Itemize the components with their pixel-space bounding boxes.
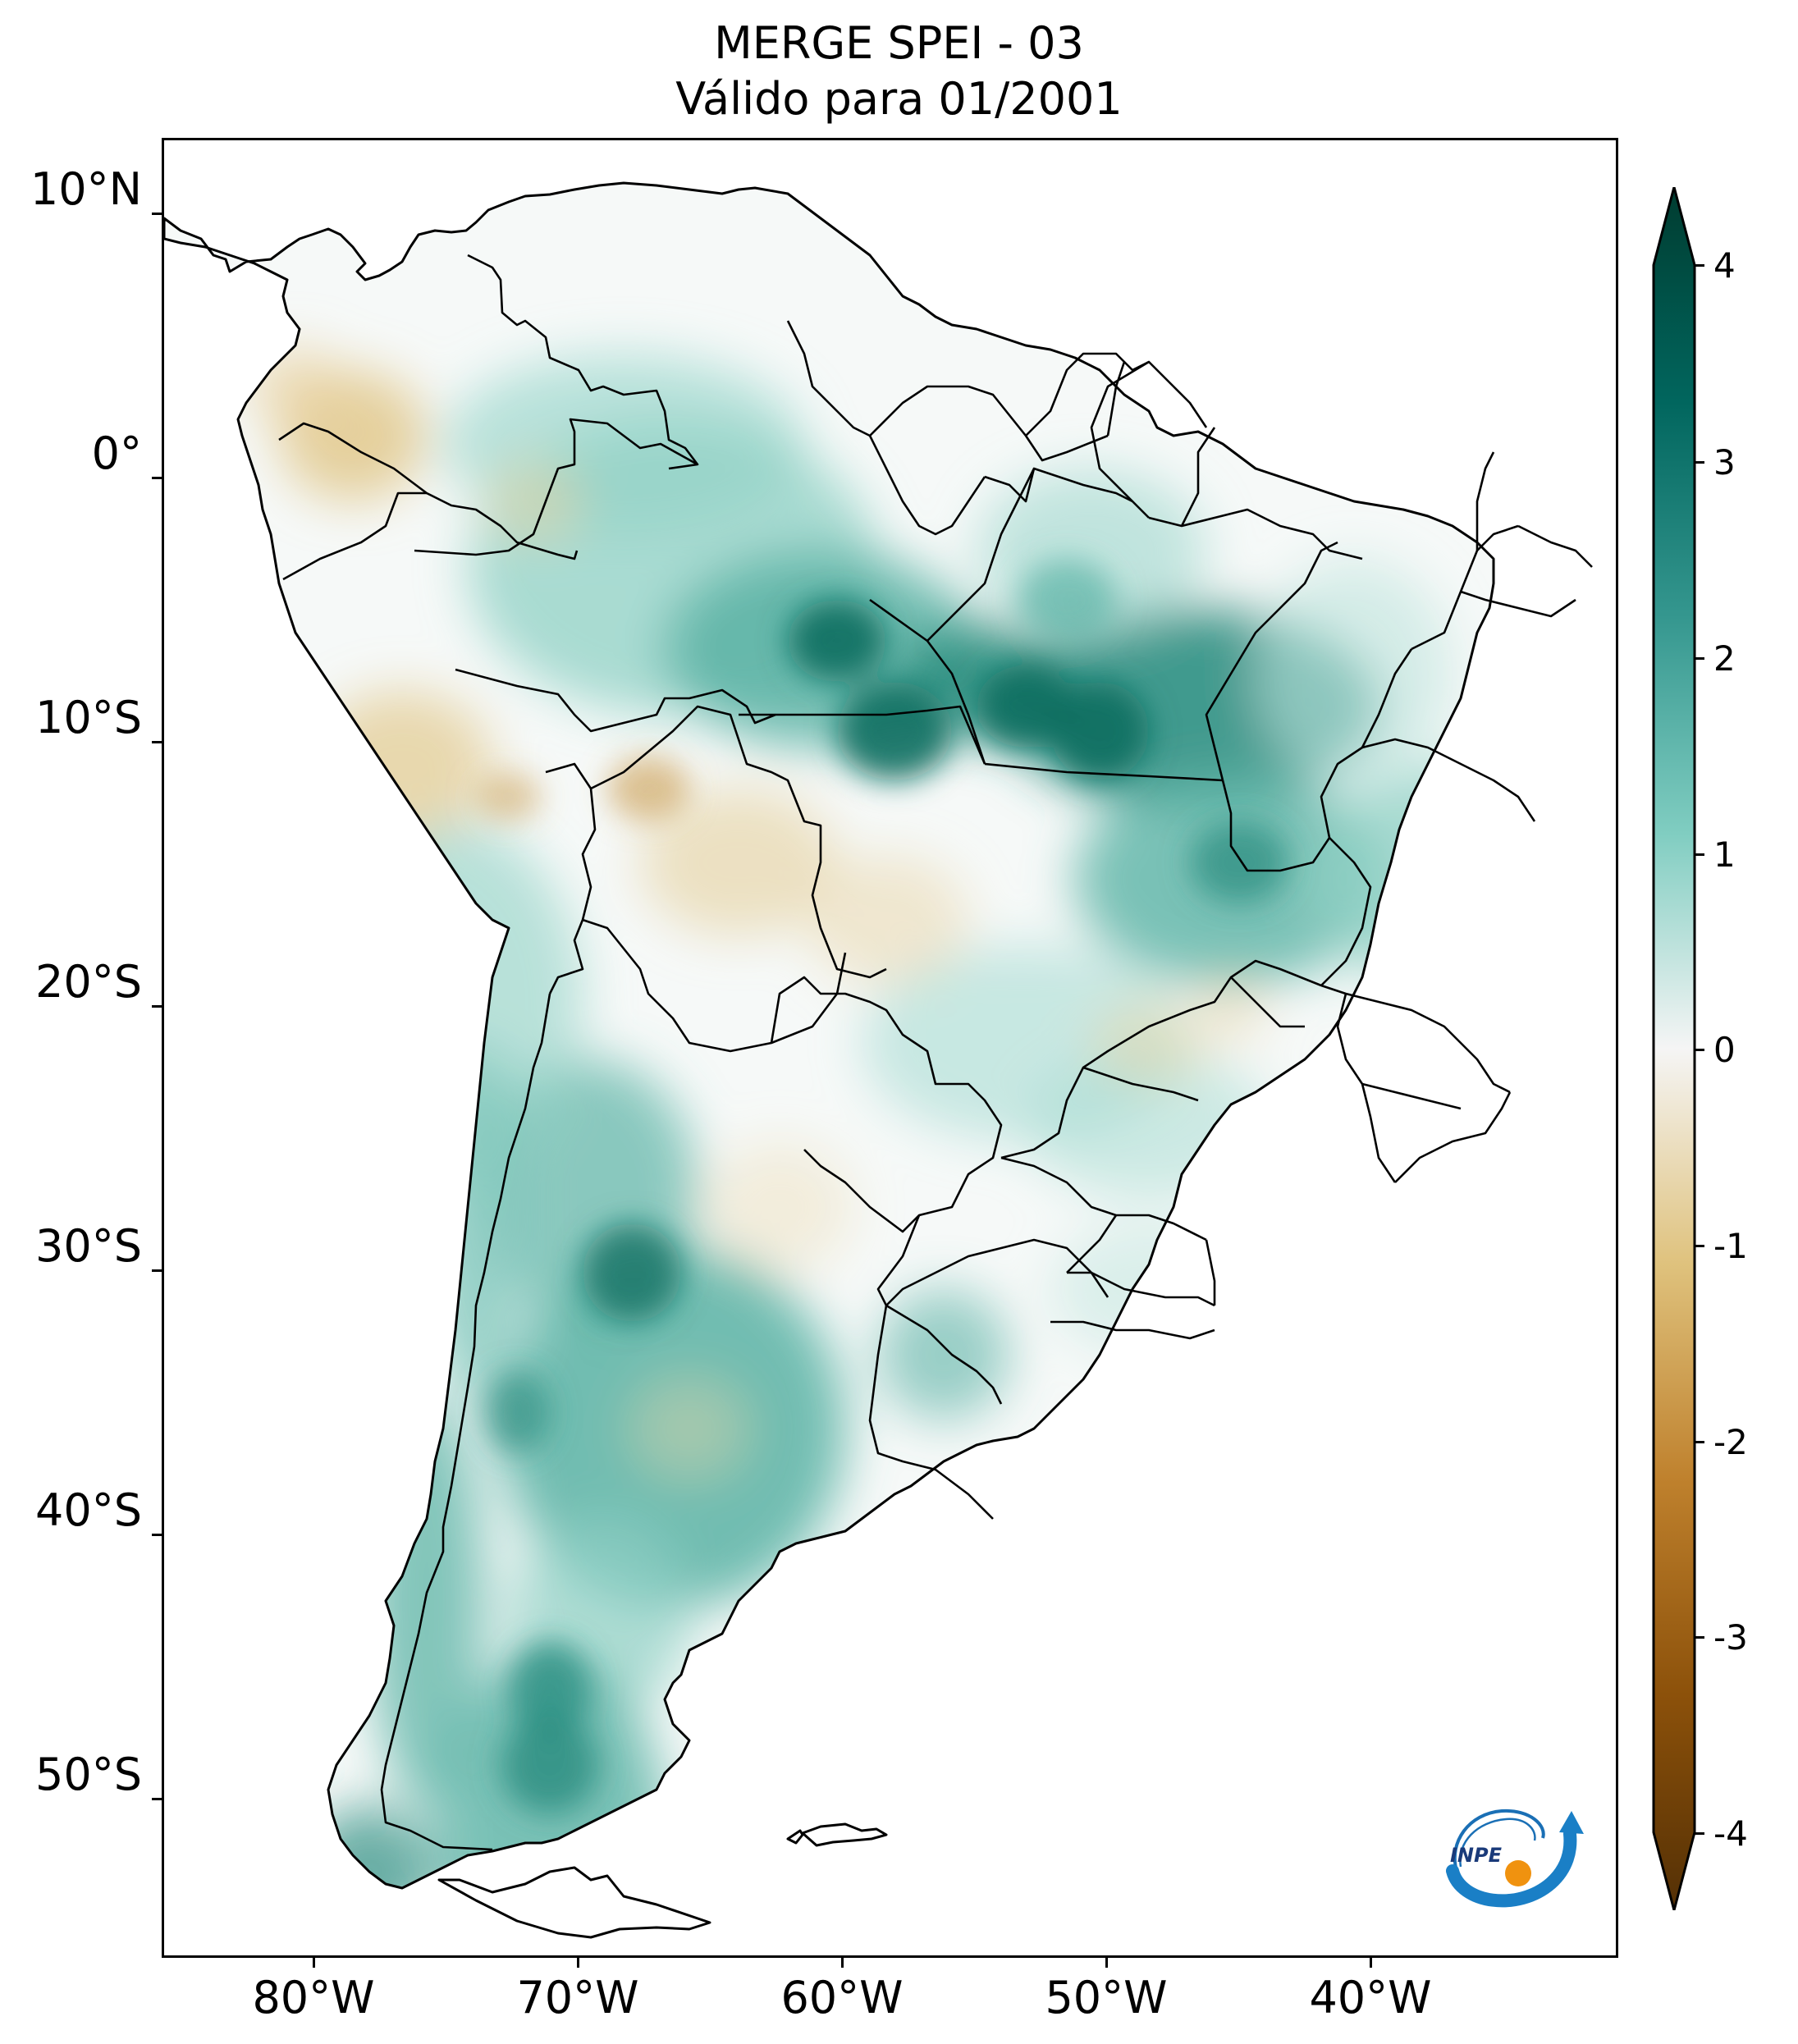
country-borders [278,254,1593,1851]
lat-tick [152,213,162,215]
lat-tick [152,1534,162,1536]
lon-label-60w: 60°W [780,1972,904,2023]
colorbar-ramp [1652,187,1696,1910]
colorbar-label: -4 [1713,1813,1748,1854]
lon-tick [313,1958,315,1968]
lat-label-50s: 50°S [35,1749,142,1800]
colorbar-label: 0 [1713,1030,1736,1070]
colorbar [1652,187,1696,1910]
colorbar-label: 1 [1713,835,1736,875]
colorbar-tick [1695,461,1704,464]
map-panel [162,138,1618,1958]
lat-tick [152,477,162,479]
lat-label-30s: 30°S [35,1220,142,1272]
colorbar-tick [1695,1832,1704,1835]
colorbar-tick [1695,1441,1704,1443]
lat-tick [152,741,162,743]
lon-label-80w: 80°W [252,1972,375,2023]
lon-tick [1370,1958,1372,1968]
colorbar-tick [1695,1636,1704,1639]
colorbar-tick [1695,1245,1704,1247]
map-subtitle: Válido para 01/2001 [675,73,1123,125]
lon-tick [577,1958,579,1968]
colorbar-tick [1695,657,1704,660]
lon-tick [841,1958,844,1968]
colorbar-label: 4 [1713,245,1736,286]
inpe-logo [1446,1809,1584,1908]
colorbar-label: 2 [1713,638,1736,679]
colorbar-label: 3 [1713,442,1736,482]
lon-label-50w: 50°W [1045,1972,1168,2023]
colorbar-tick [1695,264,1704,267]
logo-text: INPE [1450,1844,1502,1867]
colorbar-label: -1 [1713,1226,1748,1266]
map-canvas [164,181,1593,1939]
lat-label-10n: 10°N [30,163,142,215]
lon-label-70w: 70°W [516,1972,639,2023]
lat-label-0: 0° [91,428,142,479]
colorbar-label: -2 [1713,1422,1748,1462]
coastlines [164,181,1495,1939]
lat-tick [152,1005,162,1008]
lon-tick [1105,1958,1108,1968]
map-title: MERGE SPEI - 03 [714,17,1084,69]
lon-label-40w: 40°W [1309,1972,1432,2023]
lat-label-20s: 20°S [35,956,142,1008]
colorbar-label: -3 [1713,1617,1748,1658]
lat-tick [152,1798,162,1800]
colorbar-tick [1695,1049,1704,1051]
lat-tick [152,1269,162,1272]
lat-label-10s: 10°S [35,692,142,743]
lat-label-40s: 40°S [35,1484,142,1536]
colorbar-tick [1695,853,1704,856]
